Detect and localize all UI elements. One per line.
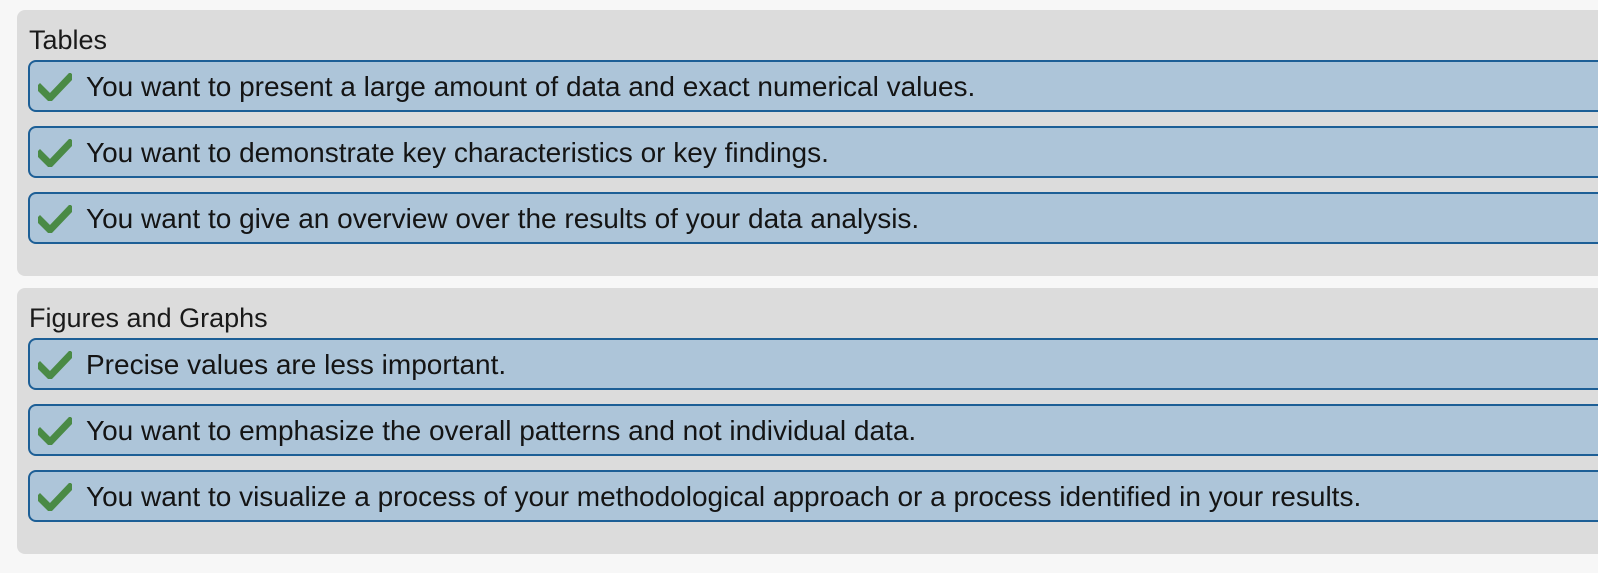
item-label: You want to demonstrate key characterist… <box>86 137 829 168</box>
list-item: Precise values are less important. <box>28 338 1598 390</box>
check-icon <box>38 351 72 379</box>
list-item: You want to present a large amount of da… <box>28 60 1598 112</box>
check-icon <box>38 483 72 511</box>
section-title: Figures and Graphs <box>29 303 268 333</box>
list-item: You want to emphasize the overall patter… <box>28 404 1598 456</box>
check-icon <box>38 417 72 445</box>
item-label: Precise values are less important. <box>86 349 507 380</box>
list-item: You want to visualize a process of your … <box>28 470 1598 522</box>
tables-section: Tables You want to present a large amoun… <box>17 10 1598 276</box>
item-label: You want to give an overview over the re… <box>86 203 920 234</box>
item-label: You want to present a large amount of da… <box>86 71 976 102</box>
item-label: You want to visualize a process of your … <box>86 481 1362 512</box>
section-title: Tables <box>29 25 108 55</box>
check-icon <box>38 205 72 233</box>
item-label: You want to emphasize the overall patter… <box>86 415 917 446</box>
check-icon <box>38 73 72 101</box>
check-icon <box>38 139 72 167</box>
list-item: You want to give an overview over the re… <box>28 192 1598 244</box>
figures-and-graphs-section: Figures and Graphs Precise values are le… <box>17 288 1598 554</box>
list-item: You want to demonstrate key characterist… <box>28 126 1598 178</box>
